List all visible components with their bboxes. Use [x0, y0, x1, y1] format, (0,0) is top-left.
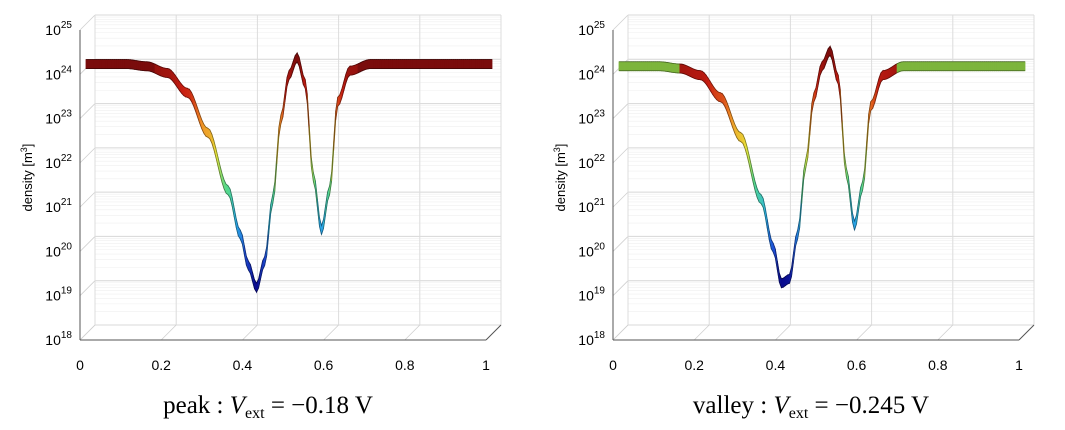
x-tick-label: 0.8 [928, 357, 948, 373]
gridline-depth [612, 236, 629, 252]
density-ribbon [618, 45, 1026, 289]
gridline-depth [79, 280, 96, 296]
x-tick-label: 0.2 [684, 357, 704, 373]
gridline-floor [79, 324, 96, 341]
x-tick-label: 0.6 [847, 357, 867, 373]
caption-peak-var: V [229, 392, 246, 419]
gridline-floor [160, 324, 177, 341]
gridline-floor [856, 324, 872, 341]
gridline-depth [79, 14, 96, 31]
caption-valley-rest: = −0.245 V [814, 392, 930, 419]
gridline-floor [775, 324, 791, 341]
gridline-floor [242, 324, 258, 341]
x-tick-label: 1 [1015, 357, 1023, 373]
gridline-depth [612, 191, 629, 208]
caption-peak-prefix: peak [163, 392, 211, 419]
gridline-depth [612, 280, 629, 296]
y-tick-label: 1021 [45, 197, 72, 215]
chart-peak: 0 0.2 0.4 0.6 0.8 1 1018 1019 1020 1021 1022 1023 10… [0, 0, 532, 430]
y-tick-label: 1021 [578, 197, 605, 215]
y-axis-label: density [m3] [19, 144, 35, 212]
x-tick-label: 0.8 [395, 357, 415, 373]
x-tick-label: 0.2 [151, 357, 171, 373]
caption-valley: valley : Vext = −0.245 V [692, 392, 930, 422]
y-tick-label: 1024 [45, 64, 72, 82]
y-tick-label: 1020 [45, 241, 72, 259]
gridline-depth [79, 147, 96, 164]
gridline-floor [323, 324, 339, 341]
chart-peak-svg: 0 0.2 0.4 0.6 0.8 1 1018 1019 1020 1021 1022 1023 10… [19, 14, 502, 373]
chart-valley: 0 0.2 0.4 0.6 0.8 1 1018 1019 1020 1021 1022 1023 10… [533, 0, 1065, 430]
ribbon-edge-bottom [86, 61, 492, 294]
y-tick-label: 1019 [45, 286, 72, 304]
y-tick-label: 1018 [578, 330, 605, 348]
y-tick-label: 1025 [45, 20, 72, 38]
ribbon-edge-bottom [619, 54, 1025, 289]
grid [612, 14, 1035, 341]
y-axis-label: density [m3] [552, 144, 568, 212]
caption-peak-sub: ext [245, 405, 265, 422]
y-tick-label: 1019 [578, 286, 605, 304]
gridline-depth [79, 236, 96, 252]
y-tick-label: 1023 [578, 109, 605, 127]
gridline-depth [79, 103, 96, 119]
chart-valley-svg: 0 0.2 0.4 0.6 0.8 1 1018 1019 1020 1021 1022 1023 10… [552, 14, 1035, 373]
x-tick-label: 0.4 [766, 357, 786, 373]
y-tick-label: 1024 [578, 64, 605, 82]
y-tick-label: 1025 [578, 20, 605, 38]
ribbon-segment [489, 59, 493, 69]
x-axis-end [485, 324, 502, 341]
gridline-floor [937, 324, 954, 341]
gridline-floor [693, 324, 710, 341]
y-tick-label: 1018 [45, 330, 72, 348]
gridline-depth [612, 147, 629, 164]
ribbon-edge-top [86, 52, 492, 285]
y-tick-label: 1020 [578, 241, 605, 259]
x-tick-label: 0.6 [314, 357, 334, 373]
x-tick-label: 0 [609, 357, 617, 373]
caption-peak-rest: = −0.18 V [270, 392, 373, 419]
x-tick-label: 0 [76, 357, 84, 373]
gridline-depth [79, 191, 96, 208]
y-tick-label: 1023 [45, 109, 72, 127]
gridline-floor [404, 324, 421, 341]
ribbon-edge-top [619, 45, 1025, 280]
gridline-depth [612, 103, 629, 119]
caption-peak: peak : Vext = −0.18 V [163, 392, 373, 422]
caption-valley-sub: ext [788, 405, 809, 422]
x-tick-label: 0.4 [233, 357, 253, 373]
y-tick-label: 1022 [578, 153, 605, 171]
x-tick-label: 1 [482, 357, 490, 373]
caption-valley-prefix: valley [692, 392, 754, 419]
ribbon-segment [1022, 61, 1026, 72]
y-tick-label: 1022 [45, 153, 72, 171]
density-ribbon [85, 51, 493, 294]
x-axis-end [1018, 324, 1035, 341]
caption-valley-var: V [773, 392, 789, 419]
gridline-depth [612, 14, 629, 31]
gridline-floor [612, 324, 629, 341]
